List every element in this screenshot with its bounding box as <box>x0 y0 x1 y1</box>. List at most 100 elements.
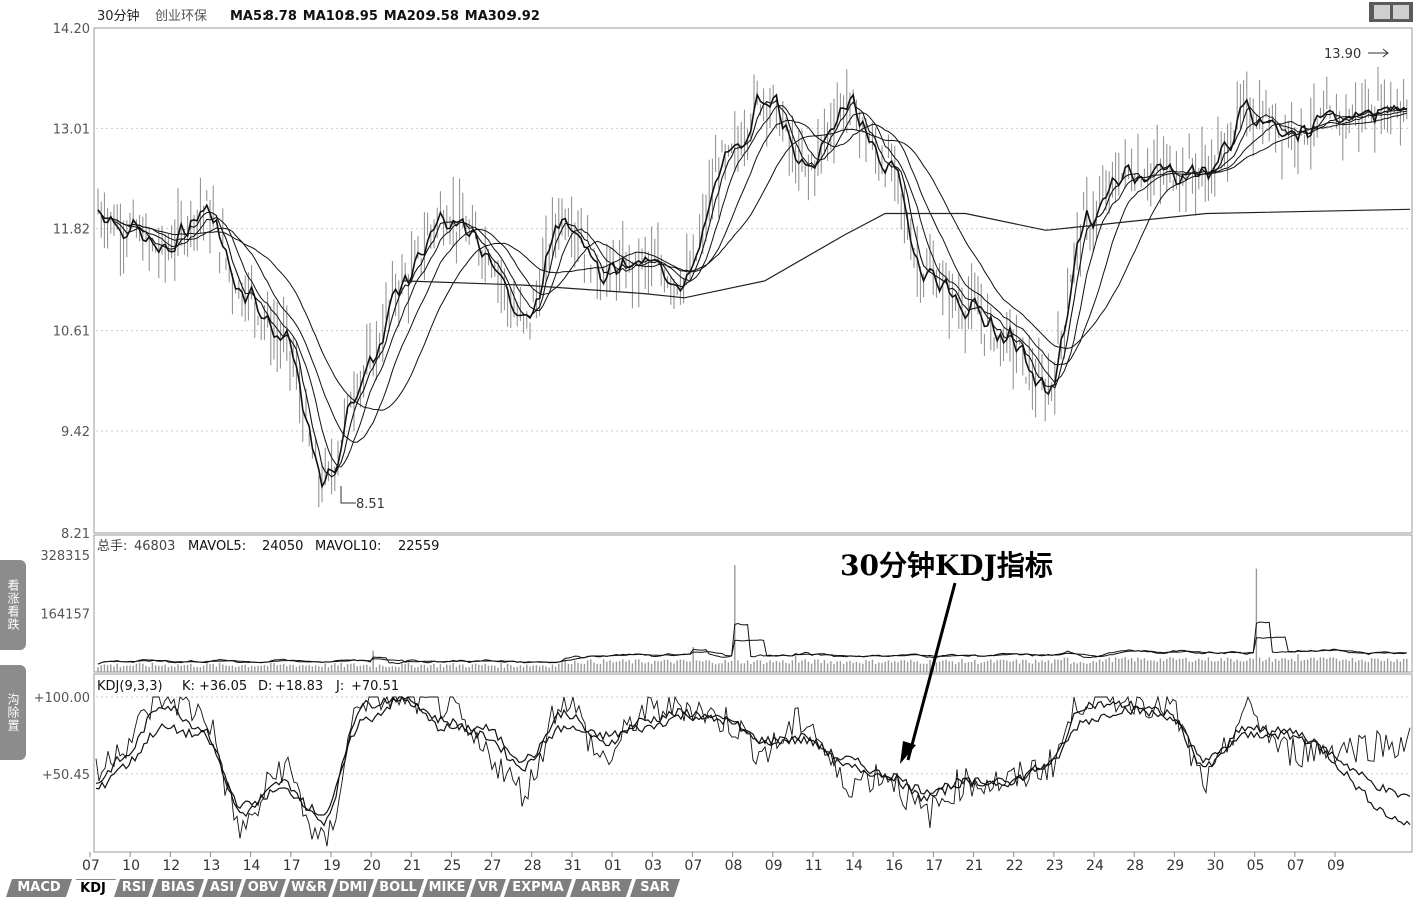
x-tick-label: 27 <box>484 858 502 874</box>
moving-average-line <box>97 112 1407 411</box>
time-axis: 07 10 12 13 14 17 19 20 21 25 27 28 31 01 03 07 08 09 11 14… <box>82 852 1345 874</box>
mavol5-value: 24050 <box>262 539 303 554</box>
kdj-d-value: +18.83 <box>275 679 323 694</box>
maximize-icon[interactable] <box>1393 5 1409 19</box>
price-tick-label: 9.42 <box>61 425 90 440</box>
ma-label: MA5: <box>230 9 267 24</box>
x-tick-label: 07 <box>1287 858 1305 874</box>
moving-average-line <box>97 105 1407 468</box>
x-tick-label: 25 <box>443 858 461 874</box>
x-tick-label: 21 <box>966 858 984 874</box>
kdj-grid <box>96 696 1412 775</box>
x-tick-label: 03 <box>644 858 662 874</box>
tab-dmi[interactable]: DMI <box>332 879 374 897</box>
window-controls[interactable] <box>1369 2 1413 22</box>
x-tick-label: 09 <box>1327 858 1345 874</box>
kdj-tick-label: +100.00 <box>34 691 90 706</box>
x-tick-label: 22 <box>1006 858 1024 874</box>
volume-tick-label: 164157 <box>40 608 90 623</box>
ma-label: MA30: <box>465 9 511 24</box>
ma-value: 8.78 <box>265 9 297 24</box>
tab-arbr[interactable]: ARBR <box>570 879 632 897</box>
volume-tick-label: 328315 <box>40 549 90 564</box>
high-price-label: 13.90 <box>1324 47 1361 62</box>
x-tick-label: 07 <box>684 858 702 874</box>
tab-kdj[interactable]: KDJ <box>70 879 116 898</box>
tab-macd[interactable]: MACD <box>6 879 72 897</box>
tab-asi[interactable]: ASI <box>202 879 242 897</box>
moving-average-line <box>97 92 1407 489</box>
kdj-name: KDJ(9,3,3) <box>97 679 163 694</box>
tab-mike[interactable]: MIKE <box>422 879 472 897</box>
x-tick-label: 12 <box>162 858 180 874</box>
mavol10-value: 22559 <box>398 539 439 554</box>
ma-value: 8.95 <box>346 9 378 24</box>
tab-expma[interactable]: EXPMA <box>504 879 572 897</box>
ma-values: MA5:8.78 MA10:8.95 MA20:9.58 MA30:9.92 <box>230 9 540 24</box>
tab-wr[interactable]: W&R <box>284 879 334 897</box>
ma-value: 9.58 <box>427 9 459 24</box>
kdj-tick-label: +50.45 <box>42 768 90 783</box>
kdj-panel-frame <box>93 673 1413 853</box>
x-tick-label: 24 <box>1086 858 1104 874</box>
x-tick-label: 28 <box>1126 858 1144 874</box>
tab-bias[interactable]: BIAS <box>152 879 204 897</box>
x-tick-label: 19 <box>323 858 341 874</box>
price-lines <box>97 92 1411 489</box>
low-arrow <box>340 486 356 504</box>
tab-rsi[interactable]: RSI <box>114 879 154 897</box>
long-moving-average-line <box>403 208 1411 299</box>
stock-name: 创业环保 <box>155 9 207 24</box>
x-tick-label: 08 <box>725 858 743 874</box>
volume-value: 46803 <box>134 539 175 554</box>
price-axis-ticks: 14.20 13.01 11.82 10.61 9.42 8.21 <box>53 22 90 542</box>
x-tick-label: 29 <box>1166 858 1184 874</box>
moving-average-line <box>97 110 1407 443</box>
volume-ma-line <box>97 621 1407 665</box>
x-tick-label: 14 <box>243 858 261 874</box>
kdj-axis-ticks: +100.00 +50.45 <box>34 691 90 783</box>
mavol5-label: MAVOL5: <box>188 539 246 554</box>
side-button-adjust[interactable]: 沟除置 <box>0 665 26 760</box>
ma-label: MA10: <box>303 9 349 24</box>
volume-ma-line <box>97 636 1407 665</box>
indicator-tab-bar: MACD KDJ RSI BIAS ASI OBV W&R DMI BOLL MIKE VR EXPM… <box>0 877 1417 901</box>
x-tick-label: 11 <box>805 858 823 874</box>
side-button-forecast[interactable]: 看涨看跌 <box>0 560 26 650</box>
price-tick-label: 13.01 <box>53 122 90 137</box>
x-tick-label: 01 <box>604 858 622 874</box>
x-tick-label: 09 <box>765 858 783 874</box>
annotation-arrowhead <box>900 741 916 764</box>
kdj-lines <box>95 695 1411 847</box>
x-tick-label: 21 <box>403 858 421 874</box>
x-tick-label: 05 <box>1247 858 1265 874</box>
period-label: 30分钟 <box>97 8 140 24</box>
price-tick-label: 14.20 <box>53 22 90 37</box>
tab-sar[interactable]: SAR <box>630 879 680 897</box>
volume-panel-frame <box>93 534 1413 673</box>
mavol10-label: MAVOL10: <box>315 539 381 554</box>
kdj-k-value: +36.05 <box>199 679 247 694</box>
x-tick-label: 14 <box>845 858 863 874</box>
price-grid <box>96 127 1412 432</box>
kdj-annotation: 30分钟KDJ指标 <box>840 549 1053 582</box>
volume-axis-ticks: 328315 164157 <box>40 549 90 623</box>
tab-boll[interactable]: BOLL <box>372 879 424 897</box>
x-tick-label: 10 <box>122 858 140 874</box>
tab-obv[interactable]: OBV <box>240 879 286 897</box>
price-tick-label: 8.21 <box>61 527 90 542</box>
kdj-d-label: D: <box>258 679 272 694</box>
volume-bars <box>97 565 1408 672</box>
high-arrow <box>1368 48 1389 58</box>
price-tick-label: 10.61 <box>53 325 90 340</box>
x-tick-label: 31 <box>564 858 582 874</box>
price-panel-frame <box>93 27 1413 534</box>
price-tick-label: 11.82 <box>53 223 90 238</box>
x-tick-label: 28 <box>524 858 542 874</box>
tab-vr[interactable]: VR <box>470 879 506 897</box>
kdj-d-line <box>95 696 1411 826</box>
kdj-k-label: K: <box>182 679 195 694</box>
restore-icon[interactable] <box>1374 5 1390 19</box>
